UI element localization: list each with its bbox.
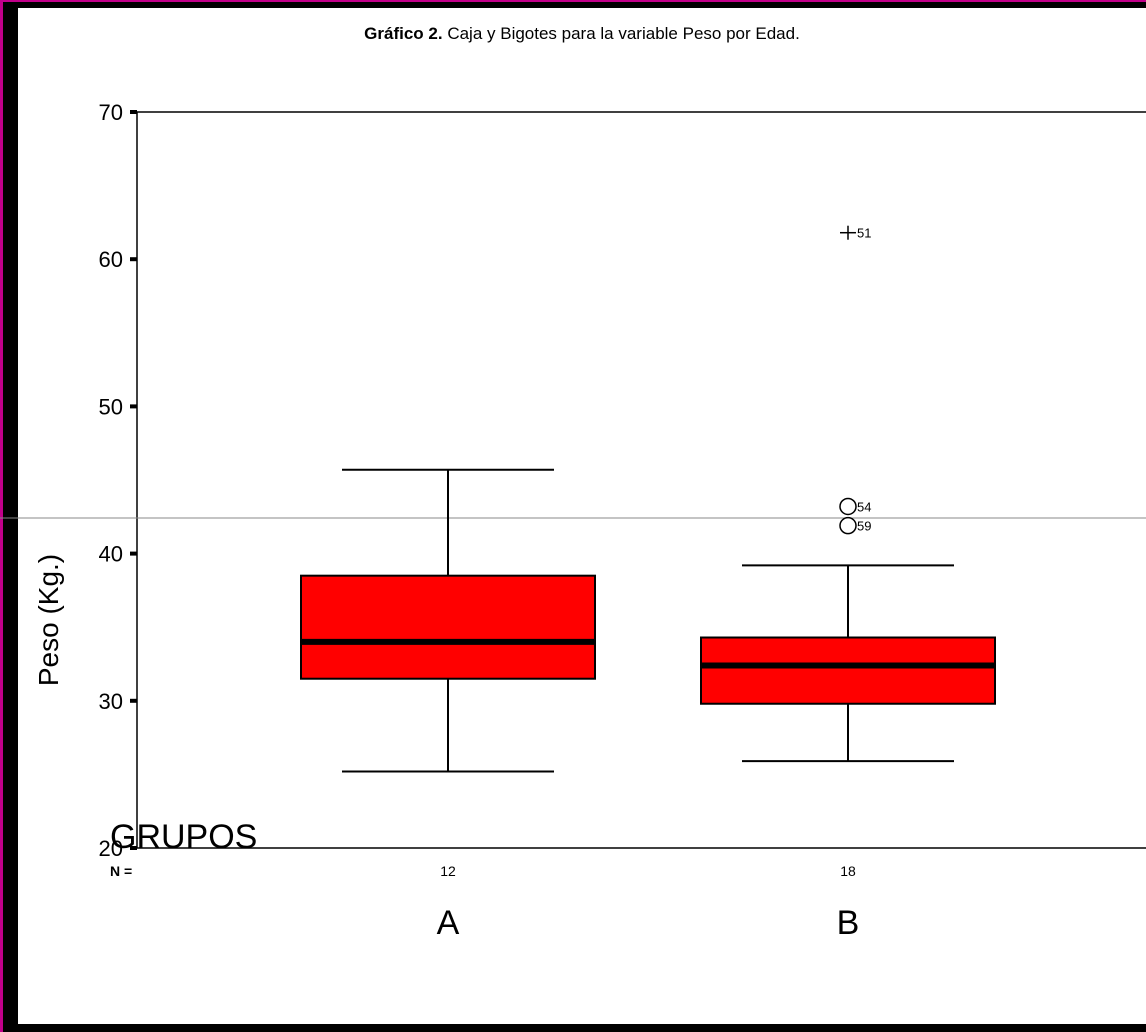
- n-value: 12: [440, 863, 456, 879]
- y-tick-label: 50: [99, 394, 123, 419]
- outlier-circle: [839, 497, 857, 516]
- y-axis-title: Peso (Kg.): [33, 554, 64, 686]
- y-tick-label: 30: [99, 689, 123, 714]
- y-tick-label: 20: [99, 836, 123, 861]
- outlier-id-label: 51: [857, 226, 871, 241]
- box: [700, 636, 996, 705]
- outlier-circle: [839, 516, 857, 535]
- y-tick-label: 40: [99, 542, 123, 567]
- chart-title: Gráfico 2. Caja y Bigotes para la variab…: [18, 24, 1146, 44]
- outlier-id-label: 54: [857, 499, 871, 514]
- y-tick-label: 60: [99, 247, 123, 272]
- group-label: A: [437, 904, 460, 942]
- chart-title-bold: Gráfico 2.: [364, 24, 443, 43]
- group-label: B: [837, 904, 860, 942]
- outlier-id-label: 59: [857, 519, 871, 534]
- chart-title-text: Caja y Bigotes para la variable Peso por…: [442, 24, 800, 43]
- n-label: N =: [110, 863, 132, 879]
- chart-panel: Gráfico 2. Caja y Bigotes para la variab…: [18, 8, 1146, 1024]
- box: [300, 574, 596, 680]
- n-value: 18: [840, 863, 856, 879]
- y-tick-label: 70: [99, 100, 123, 125]
